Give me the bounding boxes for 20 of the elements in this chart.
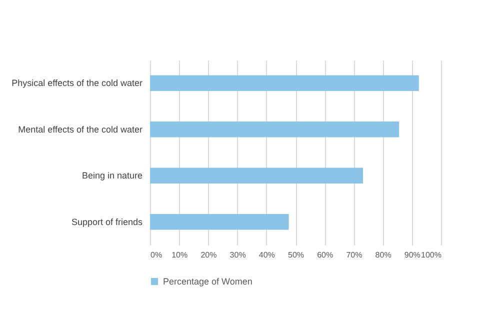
x-tick-label: 90%	[404, 250, 420, 260]
bar	[150, 122, 400, 138]
x-tick-label: 60%	[317, 250, 334, 260]
y-tick-label: Being in nature	[82, 170, 142, 181]
x-tick-label: 40%	[258, 250, 275, 260]
bar	[150, 214, 289, 230]
bar	[150, 168, 364, 184]
x-tick-label: 10%	[172, 250, 188, 260]
legend-label: Percentage of Women	[163, 276, 252, 286]
x-tick-label: 70%	[346, 250, 362, 260]
x-tick-label: 20%	[200, 250, 217, 260]
x-tick-label: 80%	[375, 250, 392, 260]
y-tick-label: Support of friends	[71, 216, 143, 227]
bar	[150, 75, 419, 91]
x-tick-label: 50%	[288, 250, 304, 260]
x-tick-label: 100%	[421, 250, 442, 260]
y-tick-label: Physical effects of the cold water	[12, 78, 142, 88]
x-tick-label: 0%	[150, 250, 162, 260]
x-tick-label: 30%	[230, 250, 246, 260]
y-tick-label: Mental effects of the cold water	[18, 124, 142, 134]
